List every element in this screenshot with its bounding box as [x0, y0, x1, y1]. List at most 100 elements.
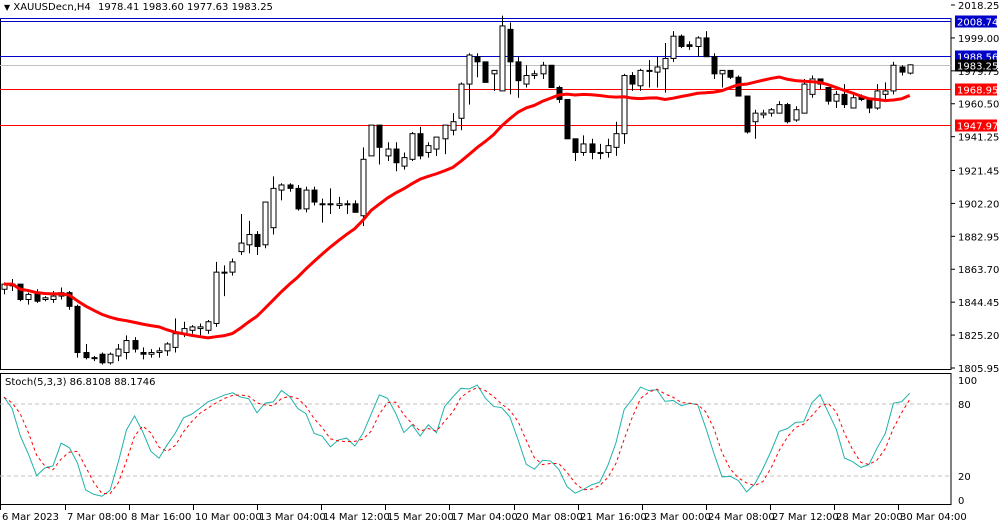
candle[interactable]: [882, 82, 889, 102]
candle[interactable]: [499, 15, 506, 92]
candle[interactable]: [352, 200, 359, 213]
candle[interactable]: [580, 135, 587, 156]
candle[interactable]: [589, 138, 596, 160]
candle[interactable]: [784, 102, 791, 124]
candle[interactable]: [270, 176, 277, 235]
candle[interactable]: [776, 101, 783, 114]
candle[interactable]: [368, 124, 375, 157]
candle[interactable]: [564, 98, 571, 140]
candle[interactable]: [491, 69, 498, 91]
candle[interactable]: [613, 121, 620, 156]
candle[interactable]: [850, 94, 857, 109]
candle[interactable]: [646, 60, 653, 88]
candle[interactable]: [686, 41, 693, 50]
candle[interactable]: [99, 352, 106, 365]
candle[interactable]: [703, 31, 710, 58]
candle[interactable]: [115, 343, 122, 362]
candle[interactable]: [629, 72, 636, 91]
candle[interactable]: [597, 143, 604, 160]
candle[interactable]: [205, 320, 212, 334]
candle[interactable]: [744, 95, 751, 134]
candle[interactable]: [474, 53, 481, 78]
candle[interactable]: [319, 198, 326, 223]
candle[interactable]: [344, 200, 351, 215]
candle[interactable]: [515, 56, 522, 98]
candle[interactable]: [523, 65, 530, 88]
candle[interactable]: [695, 36, 702, 57]
candle[interactable]: [246, 220, 253, 254]
candle[interactable]: [409, 131, 416, 162]
triangle-down-icon[interactable]: ▼: [4, 3, 11, 12]
candle[interactable]: [311, 186, 318, 206]
candle[interactable]: [360, 147, 367, 226]
candle[interactable]: [866, 98, 873, 114]
candle[interactable]: [17, 283, 24, 302]
candle[interactable]: [793, 106, 800, 122]
candle[interactable]: [213, 261, 220, 327]
candle[interactable]: [156, 347, 163, 358]
candle[interactable]: [833, 90, 840, 109]
candle[interactable]: [727, 69, 734, 79]
candle[interactable]: [482, 61, 489, 83]
candle[interactable]: [678, 34, 685, 49]
candle[interactable]: [42, 296, 49, 302]
candle[interactable]: [287, 183, 294, 192]
candle[interactable]: [548, 64, 555, 88]
candle[interactable]: [801, 78, 808, 114]
candle[interactable]: [531, 70, 538, 79]
candle[interactable]: [83, 343, 90, 360]
candle[interactable]: [393, 142, 400, 172]
candle[interactable]: [760, 109, 767, 119]
candle[interactable]: [890, 61, 897, 95]
candle[interactable]: [654, 56, 661, 88]
candle[interactable]: [221, 265, 228, 297]
candle[interactable]: [752, 109, 759, 139]
candle[interactable]: [148, 349, 155, 358]
candle[interactable]: [425, 142, 432, 158]
candle[interactable]: [303, 186, 310, 213]
candle[interactable]: [376, 124, 383, 165]
candle[interactable]: [91, 355, 98, 362]
candle[interactable]: [107, 352, 114, 365]
candle[interactable]: [899, 65, 906, 76]
candle[interactable]: [662, 43, 669, 93]
candle[interactable]: [238, 214, 245, 256]
candle[interactable]: [450, 113, 457, 136]
candle[interactable]: [197, 323, 204, 336]
candle[interactable]: [874, 84, 881, 110]
candle[interactable]: [458, 82, 465, 131]
candle[interactable]: [507, 22, 514, 95]
candle[interactable]: [907, 64, 914, 75]
candle[interactable]: [540, 61, 547, 79]
candle[interactable]: [254, 231, 261, 256]
candle[interactable]: [417, 126, 424, 160]
candle[interactable]: [164, 342, 171, 356]
candle[interactable]: [336, 196, 343, 209]
candle[interactable]: [229, 258, 236, 276]
candle[interactable]: [841, 84, 848, 109]
candle[interactable]: [442, 124, 449, 155]
candle[interactable]: [719, 69, 726, 88]
candle[interactable]: [278, 183, 285, 201]
candle[interactable]: [295, 184, 302, 211]
candle[interactable]: [768, 108, 775, 117]
candle[interactable]: [809, 75, 816, 98]
candle[interactable]: [637, 68, 644, 91]
candle[interactable]: [711, 53, 718, 79]
candle[interactable]: [189, 325, 196, 334]
candle[interactable]: [670, 31, 677, 62]
candle[interactable]: [327, 188, 334, 215]
candle[interactable]: [433, 136, 440, 156]
candle[interactable]: [825, 86, 832, 105]
candle[interactable]: [74, 304, 81, 358]
candle[interactable]: [572, 138, 579, 162]
candle[interactable]: [385, 142, 392, 162]
candle[interactable]: [262, 201, 269, 249]
candle[interactable]: [132, 337, 139, 353]
candle[interactable]: [123, 335, 130, 360]
candle[interactable]: [466, 53, 473, 105]
candle[interactable]: [621, 73, 628, 144]
candle[interactable]: [605, 138, 612, 158]
candle[interactable]: [25, 292, 32, 305]
